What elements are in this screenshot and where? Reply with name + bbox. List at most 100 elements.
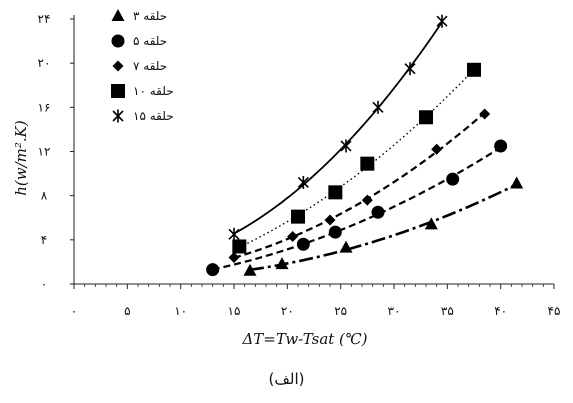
circle-marker [446, 172, 460, 186]
diamond-marker [361, 194, 373, 206]
series-star [228, 14, 448, 241]
legend-item: ۱۵ حلقه [112, 109, 174, 123]
data-point [228, 252, 240, 263]
x-tick-label: ۴۰ [494, 304, 507, 318]
x-tick-label: ۱۵ [228, 304, 241, 318]
legend-item: ۵ حلقه [111, 34, 167, 48]
y-tick-label: ۴ [41, 233, 47, 247]
legend-label: ۷ حلقه [133, 59, 167, 73]
legend-item: ۳ حلقه [111, 9, 167, 23]
data-point [372, 100, 384, 114]
triangle-marker [111, 9, 125, 21]
data-point [404, 62, 416, 76]
diamond-marker [431, 143, 443, 155]
y-tick-label: ۲۴ [38, 12, 51, 26]
x-tick-label: ۲۰ [281, 304, 294, 318]
data-point [232, 239, 247, 254]
series-layer [206, 14, 524, 277]
square-marker [360, 156, 375, 171]
square-marker [467, 62, 481, 77]
data-point [243, 263, 257, 276]
legend-label: ۱۰ حلقه [133, 84, 174, 98]
legend-label: ۱۵ حلقه [133, 109, 174, 123]
square-marker [232, 239, 247, 254]
data-point [287, 231, 299, 243]
data-point [111, 9, 125, 21]
triangle-marker [275, 257, 289, 270]
data-point [436, 14, 448, 28]
data-point [328, 185, 343, 200]
data-point [112, 60, 124, 72]
diamond-marker [479, 108, 491, 120]
data-point [111, 84, 125, 98]
data-point [324, 214, 336, 226]
data-point [510, 176, 524, 189]
triangle-marker [243, 263, 257, 276]
x-tick-label: ۲۵ [334, 304, 347, 318]
x-tick-label: ۰ [71, 304, 77, 318]
data-point [206, 263, 220, 277]
x-tick-label: ۴۵ [548, 304, 561, 318]
diamond-marker [287, 231, 299, 243]
data-point [228, 227, 240, 241]
series-square [232, 62, 481, 254]
trend-line [238, 69, 475, 248]
axes: ۰ ۵ ۱۰ ۱۵ ۲۰ ۲۵ ۳۰ ۳۵ ۴۰ ۴۵ ۰ ۴ ۸ ۱۲ ۱۶ ۲۰ ۲۴ [38, 12, 561, 318]
trend-line [249, 183, 518, 272]
square-marker [291, 209, 305, 224]
legend-label: ۵ حلقه [133, 34, 167, 48]
data-point [297, 175, 309, 189]
trend-line [233, 111, 486, 259]
y-tick-label: ۲۰ [38, 56, 51, 70]
x-tick-label: ۵ [124, 304, 130, 318]
trend-line [233, 21, 443, 235]
data-point [275, 257, 289, 270]
x-tick-label: ۱۰ [174, 304, 187, 318]
data-point [112, 109, 124, 123]
y-tick-label: ۸ [41, 189, 48, 203]
series-triangle [243, 176, 524, 276]
data-point [296, 237, 310, 251]
circle-marker [206, 263, 220, 277]
legend-item: ۱۰ حلقه [111, 84, 174, 98]
data-point [446, 172, 460, 186]
legend-item: ۷ حلقه [112, 59, 167, 73]
data-point [467, 62, 481, 77]
data-point [371, 205, 385, 219]
data-point [479, 108, 491, 120]
data-point [291, 209, 305, 224]
data-point [361, 194, 373, 206]
data-point [340, 139, 352, 153]
figure-caption: (الف) [268, 370, 305, 388]
series-diamond [228, 108, 491, 263]
x-axis-title: ΔT=Tw-Tsat (℃) [241, 330, 367, 348]
data-point [419, 110, 433, 125]
legend-label: ۳ حلقه [133, 9, 167, 23]
data-point [339, 240, 353, 253]
y-tick-label: ۱۶ [38, 100, 51, 114]
data-point [111, 34, 125, 48]
y-tick-label: ۰ [41, 277, 47, 291]
triangle-marker [339, 240, 353, 253]
circle-marker [371, 205, 385, 219]
data-point [360, 156, 375, 171]
circle-marker [296, 237, 310, 251]
data-point [431, 143, 443, 155]
circle-marker [111, 34, 125, 48]
circle-marker [328, 225, 342, 239]
legend: ۳ حلقه ۵ حلقه ۷ حلقه ۱۰ حلقه ۱۵ حلقه [111, 9, 174, 123]
triangle-marker [424, 217, 438, 230]
x-tick-label: ۳۰ [388, 304, 401, 318]
diamond-marker [112, 60, 124, 72]
x-tick-label: ۳۵ [441, 304, 454, 318]
series-circle [206, 139, 508, 277]
square-marker [419, 110, 433, 125]
y-tick-label: ۱۲ [38, 145, 51, 159]
circle-marker [494, 139, 508, 153]
diamond-marker [228, 252, 240, 263]
triangle-marker [510, 176, 524, 189]
y-axis-title: h(w/m².K) [12, 120, 30, 196]
data-point [494, 139, 508, 153]
square-marker [111, 84, 125, 98]
data-point [424, 217, 438, 230]
